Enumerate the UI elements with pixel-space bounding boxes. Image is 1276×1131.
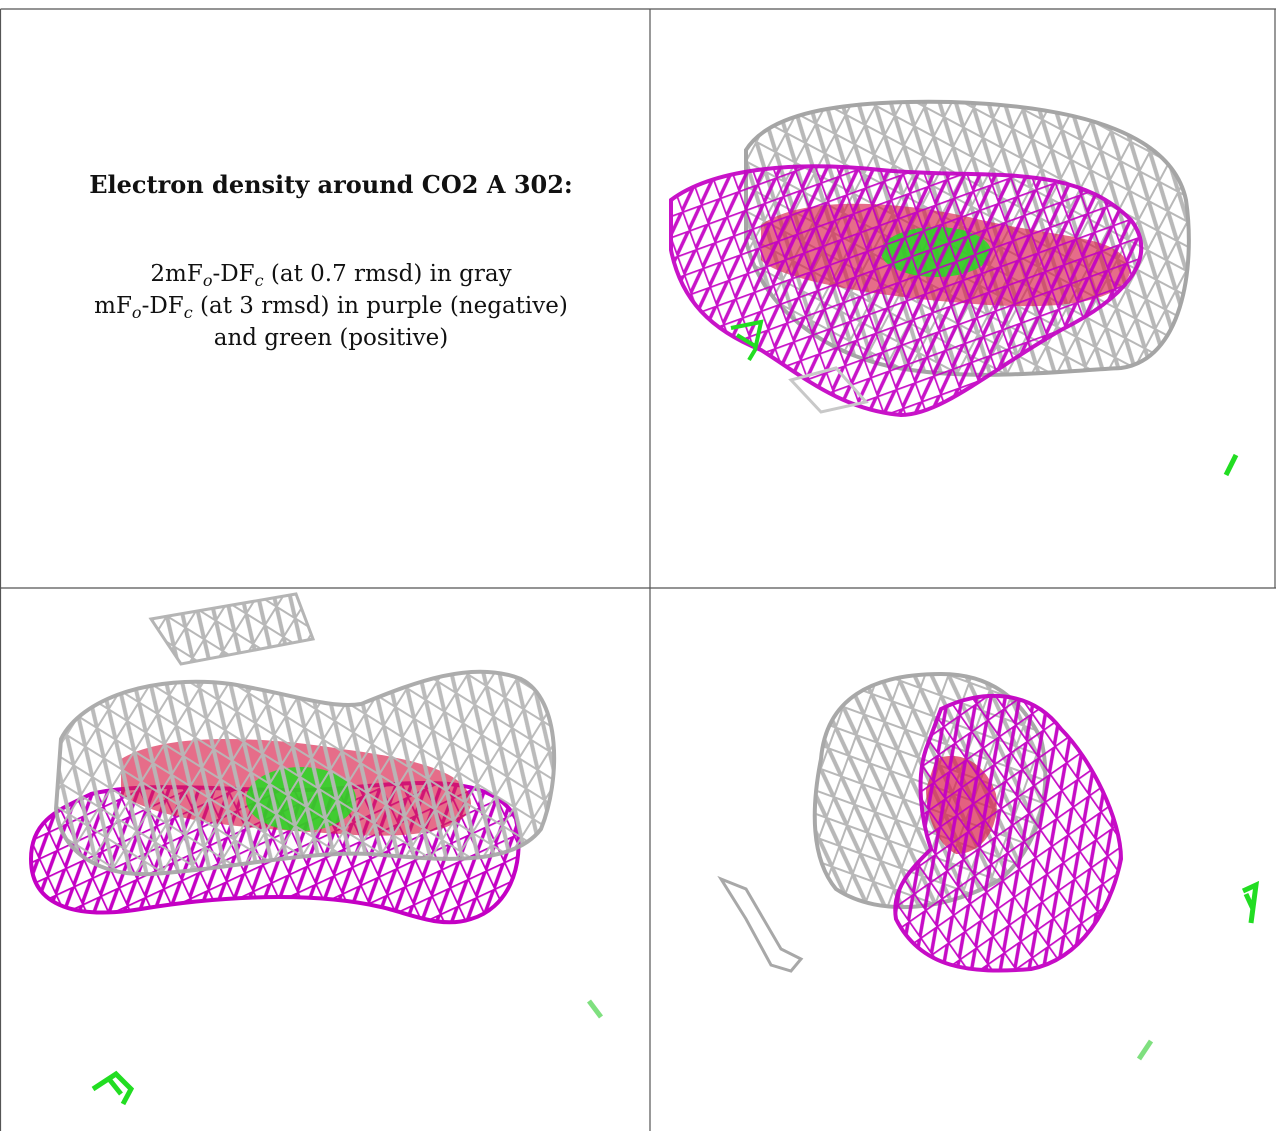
positive-fragment-left <box>91 1070 135 1106</box>
positive-fragment-right <box>587 999 603 1019</box>
caption-cell: Electron density around CO2 A 302: 2mFo-… <box>16 170 646 354</box>
caption-title: Electron density around CO2 A 302: <box>89 170 573 199</box>
gray-density-top-fragment <box>148 592 316 666</box>
gray-fragment-left <box>717 875 804 973</box>
gray-fragment <box>788 366 869 414</box>
density-view-bottom-right <box>717 671 1260 1061</box>
positive-fragment-left <box>730 319 764 362</box>
legend-line-green: and green (positive) <box>213 325 449 351</box>
positive-fragment-right <box>1241 880 1260 924</box>
positive-fragment-lower <box>1136 1039 1154 1061</box>
density-view-top-right <box>669 99 1239 477</box>
negative-density-mesh <box>669 164 1144 418</box>
legend-text: 2mFo-DFc (at 0.7 rmsd) in gray mFo-DFc (… <box>16 258 646 354</box>
legend-line-gray: 2mFo-DFc (at 0.7 rmsd) in gray <box>150 261 512 290</box>
legend-line-purple: mFo-DFc (at 3 rmsd) in purple (negative) <box>94 293 568 322</box>
density-view-bottom-left <box>28 592 603 1106</box>
positive-fragment-right <box>1223 453 1239 477</box>
gray-density-mesh <box>53 669 557 877</box>
negative-density-mesh <box>893 693 1124 973</box>
